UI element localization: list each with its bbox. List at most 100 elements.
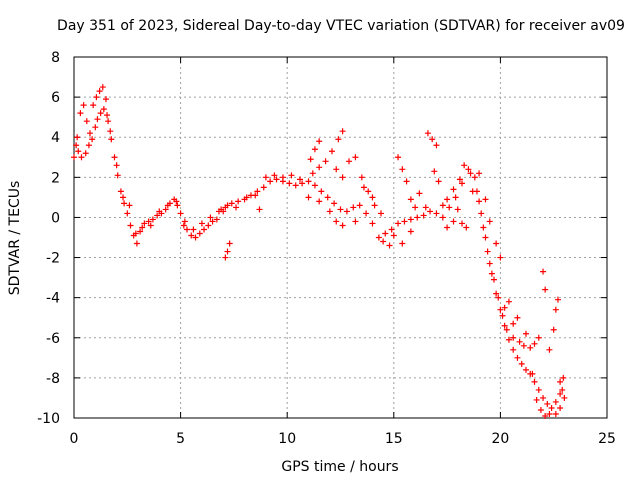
data-point — [156, 208, 163, 215]
data-point — [222, 254, 229, 261]
data-point — [399, 240, 406, 247]
data-point — [164, 202, 171, 209]
data-point — [484, 248, 491, 255]
data-point — [403, 178, 410, 185]
data-point — [446, 204, 453, 211]
data-point — [495, 294, 502, 301]
data-point — [305, 178, 312, 185]
data-point — [267, 178, 274, 185]
axis-ticks — [73, 56, 608, 419]
data-point — [90, 102, 97, 109]
data-point — [516, 338, 523, 345]
data-point — [520, 342, 527, 349]
data-point — [149, 216, 156, 223]
data-point — [273, 176, 280, 183]
data-point — [141, 220, 148, 227]
data-point — [262, 174, 269, 181]
data-point — [542, 286, 549, 293]
data-point — [493, 240, 500, 247]
data-point — [461, 162, 468, 169]
data-point — [488, 270, 495, 277]
data-point — [111, 154, 118, 161]
data-point — [431, 168, 438, 175]
y-tick-label: -2 — [46, 251, 60, 267]
data-point — [537, 406, 544, 413]
data-point — [260, 184, 267, 191]
data-point — [465, 166, 472, 173]
data-point — [352, 154, 359, 161]
data-point — [401, 218, 408, 225]
data-point — [113, 162, 120, 169]
data-point — [296, 176, 303, 183]
data-point — [316, 138, 323, 145]
data-point — [399, 166, 406, 173]
data-point — [356, 202, 363, 209]
data-point — [444, 224, 451, 231]
data-point — [271, 172, 278, 179]
data-point — [497, 306, 504, 313]
data-point — [105, 118, 112, 125]
data-point — [96, 88, 103, 95]
data-point — [177, 210, 184, 217]
data-point — [252, 192, 259, 199]
data-point — [147, 222, 154, 229]
data-point — [548, 404, 555, 411]
data-point — [180, 222, 187, 229]
data-point — [305, 194, 312, 201]
data-point — [75, 148, 82, 155]
data-point — [510, 320, 517, 327]
data-point — [499, 312, 506, 319]
data-point — [469, 188, 476, 195]
data-point — [309, 170, 316, 177]
data-point — [503, 326, 510, 333]
data-point — [117, 188, 124, 195]
data-point — [350, 204, 357, 211]
x-tick-label: 10 — [278, 431, 296, 447]
data-point — [126, 202, 133, 209]
y-tick-label: 0 — [51, 210, 60, 226]
data-point — [352, 218, 359, 225]
data-point — [433, 210, 440, 217]
data-point — [439, 214, 446, 221]
data-point — [544, 400, 551, 407]
data-point — [213, 216, 220, 223]
data-point — [339, 174, 346, 181]
x-tick-label: 0 — [70, 431, 79, 447]
data-point — [94, 116, 101, 123]
data-point — [497, 254, 504, 261]
data-point — [380, 238, 387, 245]
y-tick-label: -4 — [46, 291, 60, 307]
data-point — [254, 188, 261, 195]
data-point — [452, 194, 459, 201]
y-tick-label: -10 — [37, 411, 60, 427]
data-point — [120, 194, 127, 201]
data-point — [333, 218, 340, 225]
data-point — [318, 188, 325, 195]
data-point — [518, 360, 525, 367]
data-point — [82, 150, 89, 157]
data-point — [337, 206, 344, 213]
chart-title: Day 351 of 2023, Sidereal Day-to-day VTE… — [57, 18, 625, 34]
data-point — [557, 390, 564, 397]
data-point — [444, 196, 451, 203]
data-point — [360, 184, 367, 191]
data-point — [365, 188, 372, 195]
data-point — [190, 226, 197, 233]
y-axis-label: SDTVAR / TECUs — [7, 181, 23, 296]
data-point — [559, 386, 566, 393]
data-point — [482, 196, 489, 203]
data-point — [235, 198, 242, 205]
data-point — [375, 234, 382, 241]
data-point — [322, 158, 329, 165]
data-point — [480, 224, 487, 231]
data-point — [86, 130, 93, 137]
data-point — [292, 182, 299, 189]
data-point — [198, 220, 205, 227]
x-axis-label: GPS time / hours — [281, 459, 398, 475]
data-point — [552, 306, 559, 313]
data-point — [514, 354, 521, 361]
data-point — [183, 226, 190, 233]
data-point — [407, 196, 414, 203]
data-point — [476, 170, 483, 177]
data-point — [78, 154, 85, 161]
